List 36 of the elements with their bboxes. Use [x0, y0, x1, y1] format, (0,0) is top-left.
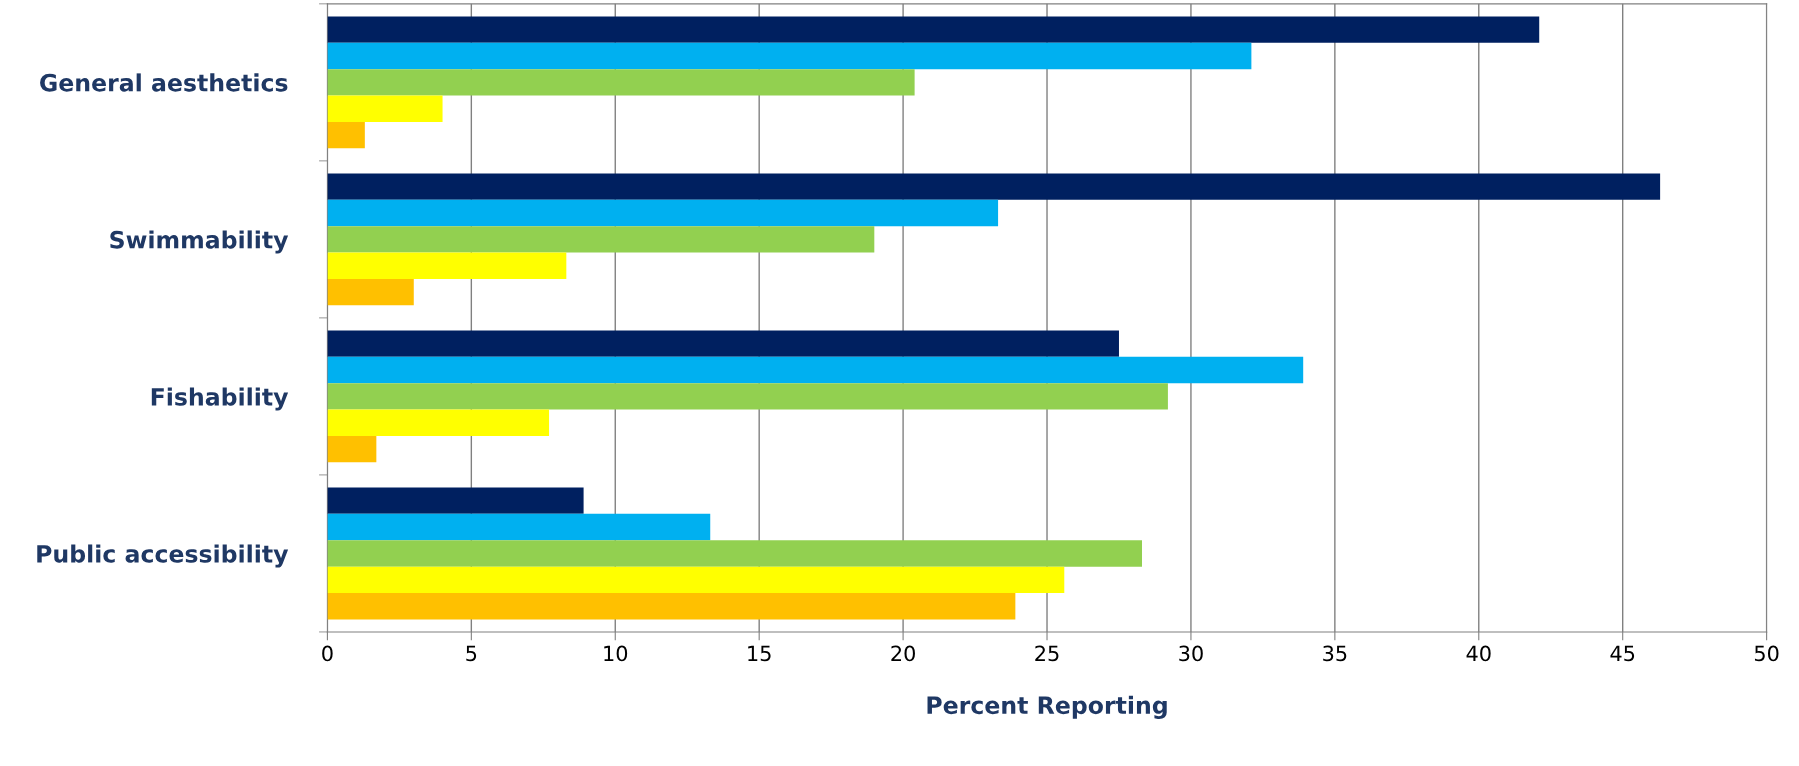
y-tick-label: Public accessibility — [37, 544, 289, 568]
bar — [327, 409, 550, 436]
bar — [327, 330, 1119, 357]
y-tick-label: Fishability — [151, 387, 289, 411]
bar — [327, 278, 414, 306]
bar — [327, 540, 1143, 567]
x-tick-label: 0 — [322, 645, 333, 662]
bar — [327, 42, 1252, 70]
bar — [327, 252, 567, 279]
bar — [327, 16, 1540, 43]
bar — [327, 356, 1304, 384]
bar — [327, 487, 584, 514]
x-tick-label: 5 — [466, 645, 477, 662]
x-tick-label: 10 — [604, 645, 628, 662]
y-tick-label: Swimmability — [110, 230, 289, 254]
bar — [327, 435, 377, 463]
bar — [327, 173, 1661, 200]
bar — [327, 226, 875, 253]
bar — [327, 199, 999, 227]
x-tick-label: 15 — [748, 645, 771, 662]
x-tick-label: 30 — [1179, 645, 1203, 662]
x-tick-label: 50 — [1754, 645, 1779, 662]
x-tick-label: 40 — [1466, 645, 1491, 662]
bar — [327, 513, 711, 541]
x-axis-title: Percent Reporting — [927, 695, 1167, 719]
bar — [327, 383, 1168, 410]
y-tick-label: General aesthetics — [40, 73, 288, 92]
bar — [327, 593, 1016, 620]
bar — [327, 95, 443, 122]
bar — [327, 566, 1065, 594]
x-tick-label: 20 — [891, 645, 915, 662]
bar — [327, 69, 915, 96]
x-tick-label: 45 — [1610, 645, 1635, 662]
x-tick-label: 35 — [1323, 645, 1347, 662]
x-tick-label: 25 — [1035, 645, 1059, 662]
bar — [327, 121, 365, 149]
